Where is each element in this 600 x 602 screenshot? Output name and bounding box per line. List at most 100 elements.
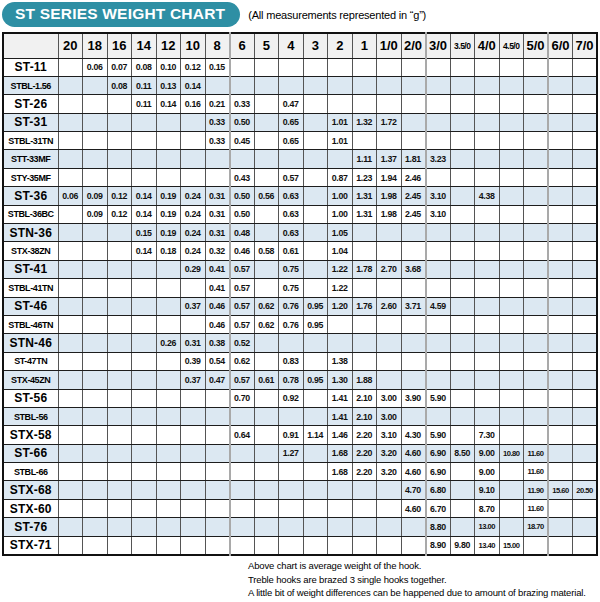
weight-cell: 6.70 — [426, 499, 451, 517]
column-header-size: 7/0 — [573, 33, 598, 58]
weight-cell — [58, 407, 83, 425]
weight-cell — [524, 315, 549, 333]
row-model-name: STX-45ZN — [3, 371, 58, 389]
weight-cell — [132, 371, 157, 389]
column-header-size: 20 — [58, 33, 83, 58]
weight-cell: 0.11 — [132, 76, 157, 94]
weight-cell — [548, 260, 573, 278]
weight-cell: 3.00 — [377, 407, 402, 425]
weight-cell — [107, 426, 132, 444]
weight-cell — [132, 150, 157, 168]
weight-cell — [58, 352, 83, 370]
weight-cell — [548, 76, 573, 94]
weight-cell: 8.90 — [426, 536, 451, 554]
weight-cell — [132, 463, 157, 481]
table-row: STN-360.150.190.240.310.480.631.05 — [3, 224, 597, 242]
weight-cell: 1.88 — [352, 371, 377, 389]
weight-cell — [156, 444, 181, 462]
weight-cell: 0.41 — [205, 260, 230, 278]
weight-cell — [573, 242, 598, 260]
weight-cell — [107, 481, 132, 499]
weight-cell: 1.30 — [328, 371, 353, 389]
weight-cell — [205, 536, 230, 554]
weight-cell — [450, 113, 475, 131]
weight-cell — [156, 315, 181, 333]
table-row: ST-410.290.410.570.751.221.782.703.68 — [3, 260, 597, 278]
weight-cell — [205, 407, 230, 425]
weight-cell — [83, 426, 108, 444]
footer-note-line: A little bit of weight differences can b… — [248, 586, 600, 600]
weight-cell — [58, 315, 83, 333]
weight-cell — [58, 444, 83, 462]
weight-cell: 1.27 — [279, 444, 304, 462]
weight-cell — [107, 334, 132, 352]
weight-cell — [156, 389, 181, 407]
weight-cell — [107, 95, 132, 113]
weight-cell — [279, 463, 304, 481]
table-row: STBL-661.682.203.204.606.909.0011.60 — [3, 463, 597, 481]
weight-cell: 1.68 — [328, 463, 353, 481]
weight-cell: 0.12 — [107, 205, 132, 223]
weight-cell — [303, 518, 328, 536]
weight-cell — [426, 132, 451, 150]
weight-cell: 0.08 — [132, 58, 157, 76]
weight-cell: 0.57 — [230, 297, 255, 315]
weight-cell — [303, 463, 328, 481]
weight-cell: 0.63 — [279, 187, 304, 205]
weight-cell — [426, 371, 451, 389]
weight-cell — [107, 518, 132, 536]
weight-cell — [156, 499, 181, 517]
weight-cell — [377, 58, 402, 76]
weight-cell: 1.31 — [352, 205, 377, 223]
weight-cell: 0.19 — [156, 224, 181, 242]
weight-cell — [548, 224, 573, 242]
weight-cell: 1.22 — [328, 260, 353, 278]
weight-cell — [303, 536, 328, 554]
weight-cell — [132, 315, 157, 333]
weight-cell — [132, 279, 157, 297]
weight-cell — [132, 518, 157, 536]
footer-note-line: Treble hooks are brazed 3 single hooks t… — [248, 573, 600, 587]
weight-cell: 0.56 — [254, 187, 279, 205]
weight-cell: 4.60 — [401, 463, 426, 481]
weight-cell: 1.68 — [328, 444, 353, 462]
weight-cell — [377, 279, 402, 297]
weight-cell: 3.10 — [426, 205, 451, 223]
weight-cell — [499, 58, 524, 76]
row-model-name: STX-58 — [3, 426, 58, 444]
weight-cell: 0.31 — [205, 187, 230, 205]
weight-cell: 0.14 — [132, 205, 157, 223]
weight-cell — [83, 444, 108, 462]
weight-cell — [83, 463, 108, 481]
weight-cell — [573, 536, 598, 554]
weight-cell — [107, 150, 132, 168]
row-model-name: STBL-41TN — [3, 279, 58, 297]
weight-cell: 0.26 — [156, 334, 181, 352]
weight-cell — [524, 407, 549, 425]
weight-cell: 3.10 — [377, 426, 402, 444]
weight-cell — [156, 426, 181, 444]
weight-cell — [132, 352, 157, 370]
column-header-size: 2 — [328, 33, 353, 58]
weight-cell — [426, 260, 451, 278]
weight-cell — [426, 168, 451, 186]
weight-cell — [181, 536, 206, 554]
weight-cell — [181, 463, 206, 481]
weight-cell: 0.15 — [205, 58, 230, 76]
weight-cell — [230, 518, 255, 536]
weight-cell — [401, 76, 426, 94]
weight-cell — [107, 297, 132, 315]
footer-notes: Above chart is average weight of the hoo… — [248, 559, 600, 600]
weight-cell — [548, 58, 573, 76]
column-header-size: 3.5/0 — [450, 33, 475, 58]
weight-cell: 0.50 — [230, 205, 255, 223]
weight-cell — [156, 260, 181, 278]
weight-cell — [573, 150, 598, 168]
weight-cell — [156, 352, 181, 370]
table-row: STBL-561.412.103.00 — [3, 407, 597, 425]
weight-cell — [475, 334, 500, 352]
weight-cell: 0.39 — [181, 352, 206, 370]
weight-cell — [401, 132, 426, 150]
weight-cell — [58, 371, 83, 389]
weight-cell — [426, 224, 451, 242]
